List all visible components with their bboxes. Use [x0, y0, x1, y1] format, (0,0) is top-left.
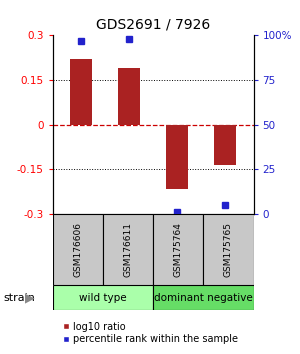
Title: GDS2691 / 7926: GDS2691 / 7926	[96, 17, 210, 32]
Text: GSM175765: GSM175765	[224, 222, 233, 277]
Text: ▶: ▶	[25, 291, 35, 304]
Bar	[103, 214, 153, 285]
Bar	[214, 125, 236, 165]
Text: wild type: wild type	[79, 293, 127, 303]
Bar	[52, 214, 103, 285]
Text: strain: strain	[3, 293, 35, 303]
Bar	[153, 285, 254, 310]
Bar	[52, 285, 153, 310]
Text: GSM176611: GSM176611	[123, 222, 132, 277]
Bar	[203, 214, 254, 285]
Text: dominant negative: dominant negative	[154, 293, 253, 303]
Bar	[153, 214, 203, 285]
Bar	[166, 125, 188, 189]
Bar	[118, 68, 140, 125]
Text: GSM176606: GSM176606	[73, 222, 82, 277]
Legend: log10 ratio, percentile rank within the sample: log10 ratio, percentile rank within the …	[62, 322, 238, 344]
Bar	[70, 59, 92, 125]
Text: GSM175764: GSM175764	[174, 222, 183, 277]
